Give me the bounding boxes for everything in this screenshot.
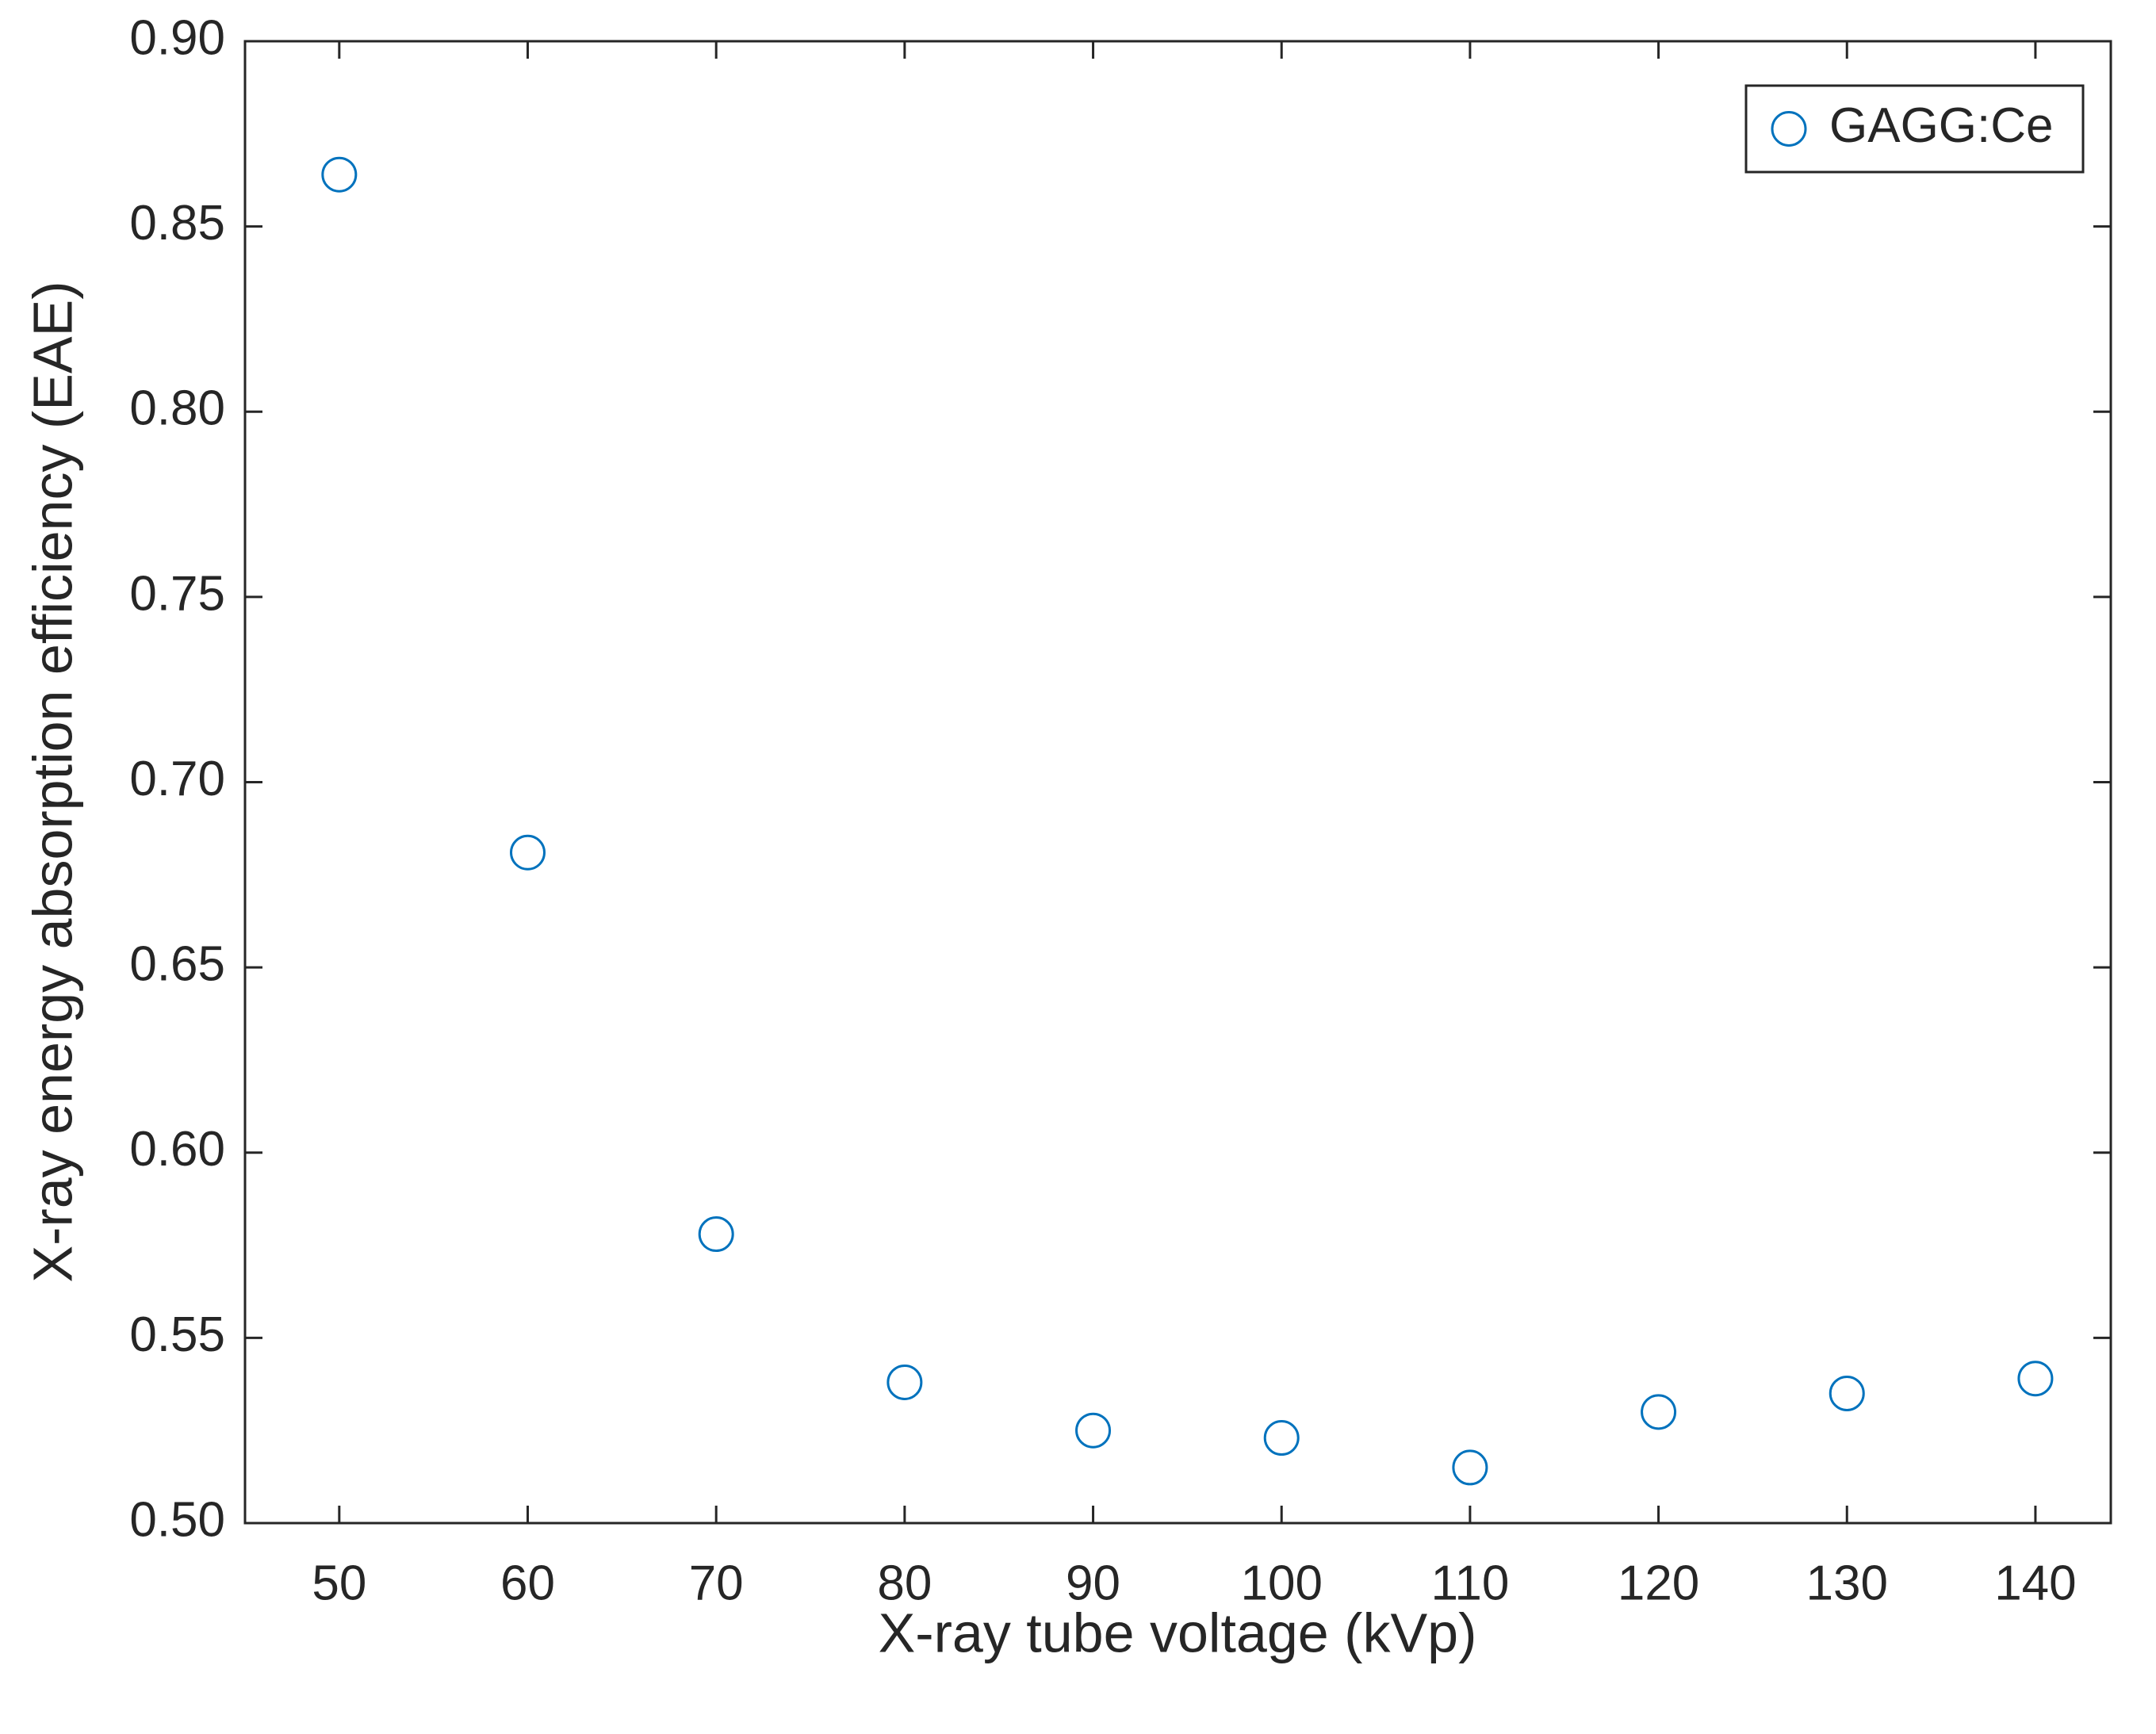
point (1452, 1449, 1488, 1486)
point (1829, 1375, 1865, 1411)
plot-frame (243, 40, 2112, 1525)
x-tick-label: 70 (689, 1556, 744, 1610)
point (698, 1216, 734, 1253)
x-tick-label: 80 (877, 1556, 932, 1610)
y-tick-label: 0.90 (129, 10, 225, 65)
point (2017, 1361, 2054, 1397)
y-tick-label: 0.60 (129, 1122, 225, 1177)
y-tick-label: 0.75 (129, 566, 225, 621)
point (1263, 1420, 1300, 1456)
x-tick-label: 50 (312, 1556, 366, 1610)
x-tick-label: 110 (1430, 1556, 1509, 1610)
x-tick-label: 90 (1066, 1556, 1120, 1610)
point (1641, 1394, 1677, 1430)
y-tick-label: 0.80 (129, 381, 225, 436)
x-axis-label: X-ray tube voltage (kVp) (879, 1602, 1477, 1663)
y-tick-label: 0.65 (129, 937, 225, 992)
y-tick-label: 0.85 (129, 196, 225, 251)
y-tick-label: 0.50 (129, 1492, 225, 1547)
x-tick-label: 130 (1806, 1556, 1888, 1610)
y-axis-label: X-ray energy absorption efficiency (EAE) (21, 281, 83, 1282)
x-tick-label: 140 (1994, 1556, 2076, 1610)
legend-label: GAGG:Ce (1829, 98, 2054, 153)
point (887, 1364, 923, 1400)
x-tick-label: 120 (1618, 1556, 1699, 1610)
point (510, 834, 546, 871)
y-tick-label: 0.55 (129, 1307, 225, 1362)
point (321, 156, 358, 193)
x-tick-label: 60 (500, 1556, 555, 1610)
point (1075, 1412, 1112, 1449)
legend-box (1744, 84, 2085, 174)
legend-marker (1771, 111, 1807, 147)
x-tick-label: 100 (1240, 1556, 1322, 1610)
y-tick-label: 0.70 (129, 752, 225, 806)
